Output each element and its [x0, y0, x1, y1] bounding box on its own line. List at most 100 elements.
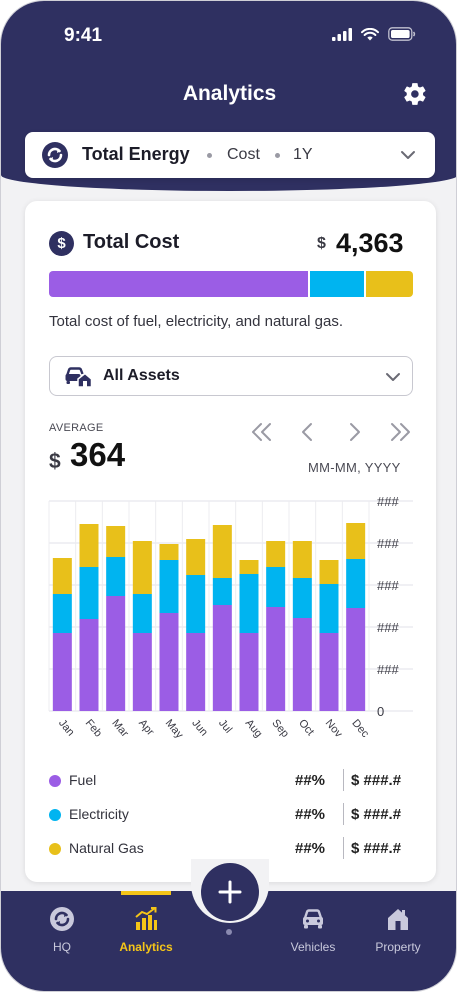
- asset-filter-dropdown[interactable]: All Assets: [49, 356, 413, 396]
- bar-electricity-mar: [106, 557, 126, 596]
- chevron-down-icon: [401, 151, 415, 159]
- legend-name: Electricity: [69, 806, 129, 822]
- add-button[interactable]: [201, 863, 259, 921]
- settings-button[interactable]: [401, 80, 429, 108]
- bar-fuel-may: [159, 613, 179, 711]
- bar-natural-gas-jul: [212, 525, 232, 578]
- next-icon[interactable]: [341, 421, 367, 443]
- legend-currency: $: [351, 772, 360, 789]
- natural-gas-dot-icon: [49, 843, 61, 855]
- y-tick-label: ###: [377, 578, 399, 593]
- tab-hq[interactable]: HQ: [22, 901, 102, 961]
- status-bar: 9:41: [1, 1, 456, 71]
- tab-label: HQ: [53, 940, 71, 954]
- house-icon: [388, 909, 408, 930]
- bar-natural-gas-jun: [186, 539, 206, 575]
- fab-indicator-dot: [226, 929, 232, 935]
- energy-selector[interactable]: Total Energy Cost 1Y: [25, 132, 435, 178]
- legend-row-electricity: Electricity ##% $ ###.#: [49, 803, 413, 827]
- dollar-icon: $: [49, 231, 74, 256]
- legend-name: Fuel: [69, 772, 97, 788]
- x-tick-label: Dec: [349, 717, 371, 740]
- y-tick-label: ###: [377, 536, 399, 551]
- bar-natural-gas-aug: [239, 560, 259, 574]
- last-page-icon[interactable]: [387, 421, 413, 443]
- selector-title: Total Energy: [82, 144, 190, 164]
- average-label: AVERAGE: [49, 422, 104, 434]
- status-time: 9:41: [64, 25, 103, 46]
- bar-natural-gas-feb: [79, 524, 99, 567]
- legend-row-natural-gas: Natural Gas ##% $ ###.#: [49, 837, 413, 861]
- y-tick-label: 0: [377, 704, 384, 719]
- bar-electricity-sep: [266, 567, 286, 607]
- separator-dot: [275, 153, 280, 158]
- tab-label: Analytics: [119, 940, 173, 954]
- x-tick-label: Jun: [189, 717, 210, 738]
- bar-electricity-jan: [52, 594, 72, 633]
- bar-electricity-jun: [186, 575, 206, 633]
- divider: [343, 837, 344, 859]
- tab-label: Property: [375, 940, 421, 954]
- legend-amount: $ ###.#: [351, 806, 401, 823]
- y-tick-label: ###: [377, 494, 399, 509]
- cost-description: Total cost of fuel, electricity, and nat…: [49, 313, 344, 330]
- y-tick-label: ###: [377, 620, 399, 635]
- selector-metric: Cost: [227, 146, 260, 163]
- share-segment-fuel: [49, 271, 309, 297]
- cost-value: 4,363: [336, 228, 404, 258]
- chevron-down-icon: [386, 373, 400, 381]
- cost-card: $ Total Cost $ 4,363 Total cost of fuel,…: [25, 201, 436, 882]
- x-tick-label: Jul: [216, 717, 234, 735]
- x-tick-label: Oct: [296, 717, 316, 738]
- bar-fuel-jun: [186, 633, 206, 711]
- gear-icon: [404, 83, 426, 105]
- bar-electricity-dec: [346, 559, 366, 608]
- bar-electricity-nov: [319, 584, 339, 633]
- tab-analytics[interactable]: Analytics: [106, 901, 186, 961]
- selector-period: 1Y: [293, 146, 313, 163]
- plus-icon: [218, 880, 242, 904]
- first-page-icon[interactable]: [249, 421, 275, 443]
- average-value: 364: [70, 436, 126, 473]
- bar-natural-gas-apr: [132, 541, 152, 594]
- tab-vehicles[interactable]: Vehicles: [273, 901, 353, 961]
- x-tick-label: Feb: [83, 717, 104, 739]
- bar-electricity-apr: [132, 594, 152, 633]
- signal-icon: [332, 27, 352, 41]
- bar-natural-gas-dec: [346, 523, 366, 559]
- wifi-icon: [361, 27, 379, 40]
- bar-chart-icon: [135, 907, 157, 930]
- legend-amount-value: ###.#: [363, 840, 402, 857]
- bar-natural-gas-nov: [319, 560, 339, 584]
- tab-property[interactable]: Property: [358, 901, 438, 961]
- legend-currency: $: [351, 840, 360, 857]
- bar-fuel-jan: [52, 633, 72, 711]
- legend-currency: $: [351, 806, 360, 823]
- legend-name: Natural Gas: [69, 840, 144, 856]
- bar-fuel-jul: [212, 605, 232, 711]
- average-currency: $: [49, 450, 61, 473]
- previous-icon[interactable]: [295, 421, 321, 443]
- page-title: Analytics: [182, 82, 277, 105]
- bar-natural-gas-sep: [266, 541, 286, 567]
- bar-electricity-oct: [292, 578, 312, 618]
- tab-label: Vehicles: [290, 940, 336, 954]
- bar-electricity-feb: [79, 567, 99, 619]
- separator-dot: [207, 153, 212, 158]
- legend-amount: $ ###.#: [351, 772, 401, 789]
- divider: [343, 803, 344, 825]
- cost-title: Total Cost: [83, 231, 180, 253]
- sync-energy-icon: [42, 142, 68, 168]
- legend-percent: ##%: [295, 772, 326, 789]
- bar-fuel-dec: [346, 608, 366, 711]
- bar-electricity-may: [159, 560, 179, 613]
- x-tick-label: May: [163, 717, 186, 741]
- legend-percent: ##%: [295, 806, 326, 823]
- electricity-dot-icon: [49, 809, 61, 821]
- bar-natural-gas-may: [159, 544, 179, 560]
- bar-fuel-oct: [292, 618, 312, 711]
- bar-electricity-aug: [239, 574, 259, 633]
- bar-fuel-sep: [266, 607, 286, 711]
- bar-natural-gas-jan: [52, 558, 72, 594]
